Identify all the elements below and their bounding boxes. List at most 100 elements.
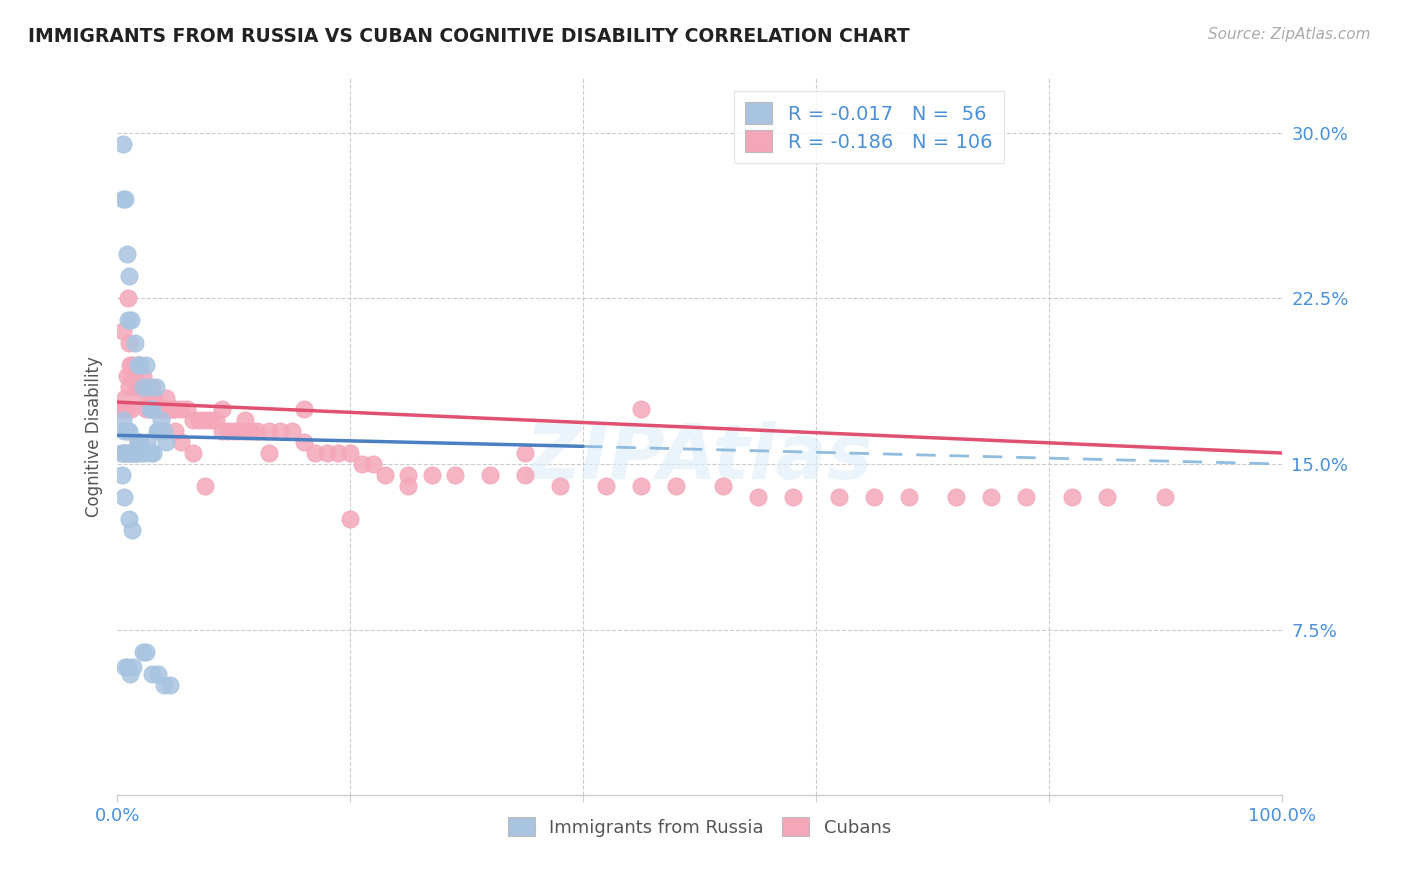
Point [120, 446, 142, 460]
Point [118, 446, 141, 460]
Point [125, 446, 148, 460]
Point [115, 401, 138, 416]
Point [146, 666, 169, 681]
Point [138, 380, 160, 394]
Point [139, 391, 162, 405]
Point [159, 401, 181, 416]
Point [124, 335, 146, 350]
Point [159, 401, 181, 416]
Point [478, 468, 501, 483]
Point [124, 446, 146, 460]
Point [135, 645, 157, 659]
Point [118, 380, 141, 394]
Y-axis label: Cognitive Disability: Cognitive Disability [86, 356, 103, 516]
Point [127, 434, 149, 449]
Point [118, 424, 141, 438]
Point [898, 490, 921, 504]
Point [132, 380, 155, 394]
Point [240, 424, 263, 438]
Text: Source: ZipAtlas.com: Source: ZipAtlas.com [1208, 27, 1371, 42]
Point [131, 446, 153, 460]
Point [125, 380, 148, 394]
Point [665, 479, 688, 493]
Point [945, 490, 967, 504]
Point [630, 401, 652, 416]
Point [108, 401, 131, 416]
Point [129, 358, 152, 372]
Point [374, 468, 396, 483]
Point [155, 434, 177, 449]
Point [281, 424, 304, 438]
Point [170, 401, 193, 416]
Point [165, 424, 187, 438]
Point [257, 424, 280, 438]
Point [112, 401, 135, 416]
Point [513, 468, 536, 483]
Point [444, 468, 467, 483]
Point [112, 446, 135, 460]
Point [211, 424, 233, 438]
Point [146, 401, 169, 416]
Point [782, 490, 804, 504]
Point [135, 401, 157, 416]
Point [139, 401, 162, 416]
Point [146, 424, 169, 438]
Point [120, 313, 142, 327]
Point [162, 401, 184, 416]
Point [127, 358, 149, 372]
Point [1014, 490, 1036, 504]
Point [115, 247, 138, 261]
Point [257, 446, 280, 460]
Point [863, 490, 886, 504]
Point [187, 413, 209, 427]
Point [115, 424, 138, 438]
Point [145, 380, 167, 394]
Point [339, 512, 361, 526]
Point [143, 401, 166, 416]
Point [127, 358, 149, 372]
Point [181, 446, 204, 460]
Point [165, 401, 187, 416]
Point [129, 380, 152, 394]
Point [136, 434, 159, 449]
Point [193, 413, 215, 427]
Point [1062, 490, 1084, 504]
Point [120, 368, 142, 383]
Point [118, 512, 141, 526]
Point [328, 446, 350, 460]
Point [150, 413, 173, 427]
Point [117, 291, 139, 305]
Text: IMMIGRANTS FROM RUSSIA VS CUBAN COGNITIVE DISABILITY CORRELATION CHART: IMMIGRANTS FROM RUSSIA VS CUBAN COGNITIV… [28, 27, 910, 45]
Point [110, 446, 132, 460]
Point [117, 660, 139, 674]
Point [145, 401, 167, 416]
Point [350, 457, 373, 471]
Point [114, 192, 136, 206]
Point [747, 490, 769, 504]
Point [110, 401, 132, 416]
Point [114, 391, 136, 405]
Point [181, 413, 204, 427]
Point [118, 666, 141, 681]
Point [711, 479, 734, 493]
Point [135, 380, 157, 394]
Point [118, 269, 141, 284]
Point [146, 424, 169, 438]
Point [200, 413, 222, 427]
Point [114, 660, 136, 674]
Point [127, 434, 149, 449]
Point [828, 490, 851, 504]
Point [111, 468, 134, 483]
Point [132, 368, 155, 383]
Point [980, 490, 1002, 504]
Point [124, 368, 146, 383]
Point [222, 424, 245, 438]
Point [135, 358, 157, 372]
Point [269, 424, 291, 438]
Point [159, 678, 181, 692]
Point [132, 446, 155, 460]
Point [132, 645, 155, 659]
Point [339, 446, 361, 460]
Point [112, 424, 135, 438]
Point [121, 358, 143, 372]
